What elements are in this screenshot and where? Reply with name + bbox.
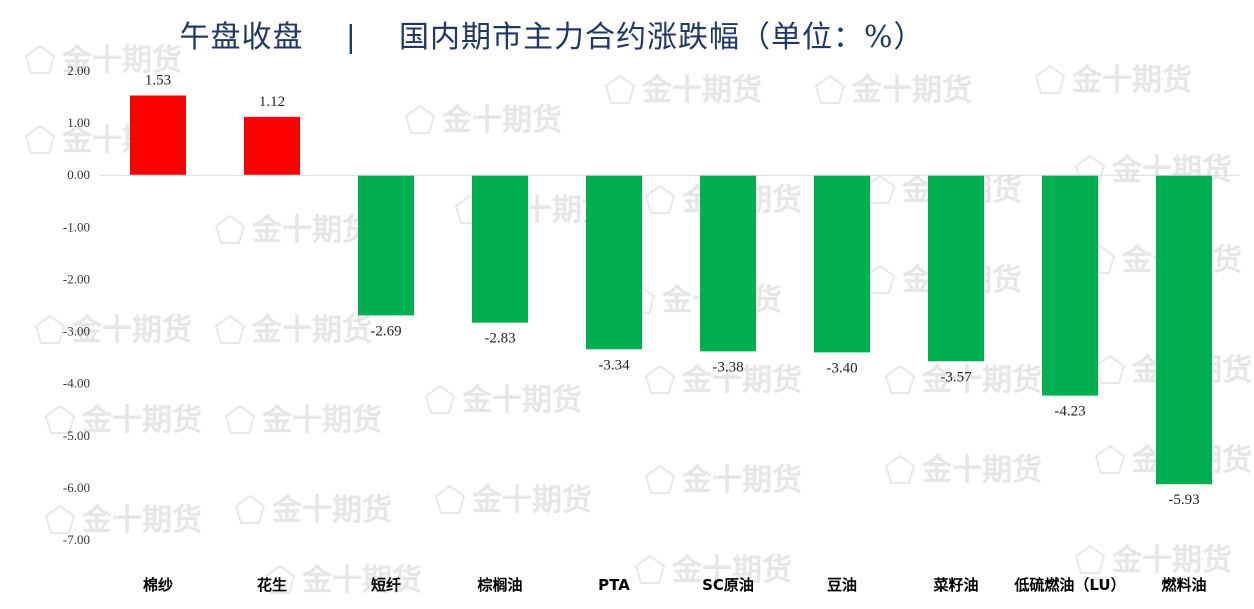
watermark-text: 金十期货 — [441, 103, 562, 138]
watermark: 金十期货 — [814, 73, 972, 108]
watermark: 金十期货 — [404, 103, 562, 138]
y-tick-label: 0.00 — [67, 167, 90, 182]
y-axis: 2.00 1.00 0.00 -1.00 -2.00 -3.00 -4.00 -5.00 -6.… — [63, 63, 90, 547]
y-tick-label: -3.00 — [63, 324, 90, 339]
data-label: -3.57 — [940, 369, 972, 385]
data-label: -3.38 — [712, 359, 743, 375]
bar — [472, 175, 528, 323]
x-axis: 棉纱 花生 短纤 棕榈油 PTA SC原油 豆油 菜籽油 低硫燃油（LU） 燃料油 — [100, 174, 1240, 594]
chart-title: 午盘收盘 | 国内期市主力合约涨跌幅（单位：%） — [0, 12, 1254, 56]
watermark: 金十期货 — [44, 403, 202, 438]
data-label: -2.69 — [370, 323, 401, 339]
watermark: 金十期货 — [34, 313, 192, 348]
watermark: 金十期货 — [234, 493, 392, 528]
bar — [130, 95, 186, 176]
x-tick-label: 短纤 — [371, 576, 401, 594]
y-tick-label: -7.00 — [63, 532, 90, 547]
y-tick-label: -1.00 — [63, 219, 90, 234]
bar — [244, 116, 300, 176]
data-label: 1.53 — [145, 72, 171, 88]
watermark-text: 金十期货 — [461, 383, 582, 418]
bar — [358, 175, 414, 316]
bar — [928, 175, 984, 362]
watermark: 金十期货 — [224, 403, 382, 438]
watermark: 金十期货 — [644, 363, 802, 398]
watermark: 金十期货 — [634, 553, 792, 588]
watermark: 金十期货 — [214, 213, 372, 248]
watermark: 金十期货 — [1034, 63, 1192, 98]
x-tick-label: 花生 — [257, 576, 287, 594]
watermark: 金十期货 — [644, 463, 802, 498]
y-tick-label: -2.00 — [63, 271, 90, 286]
watermark-text: 金十期货 — [1111, 543, 1232, 578]
watermark-text: 金十期货 — [851, 73, 972, 108]
bar — [586, 175, 642, 350]
bar — [700, 175, 756, 352]
watermark-text: 金十期货 — [71, 313, 192, 348]
x-tick-label: 低硫燃油（LU） — [1013, 576, 1125, 594]
watermark-text: 金十期货 — [81, 403, 202, 438]
x-tick-label: 棉纱 — [143, 576, 173, 594]
watermark-text: 金十期货 — [681, 463, 802, 498]
watermark-text: 金十期货 — [81, 503, 202, 538]
bar — [1042, 175, 1098, 396]
watermark-text: 金十期货 — [921, 453, 1042, 488]
watermark-text: 金十期货 — [251, 313, 372, 348]
x-tick-label: 棕榈油 — [477, 576, 522, 594]
bars — [130, 95, 1212, 485]
data-label: -4.23 — [1054, 404, 1085, 420]
x-tick-label: 燃料油 — [1161, 576, 1206, 594]
watermark: 金十期货 — [44, 503, 202, 538]
watermark-text: 金十期货 — [641, 73, 762, 108]
watermark: 金十期货 — [434, 483, 592, 518]
watermark-text: 金十期货 — [261, 403, 382, 438]
data-labels: 1.53 1.12 -2.69 -2.83 -3.34 -3.38 -3.40 -3.57 -4… — [145, 72, 1200, 508]
watermark-text: 金十期货 — [921, 363, 1042, 398]
data-label: -3.34 — [598, 357, 630, 373]
bar — [814, 175, 870, 353]
watermark-text: 金十期货 — [251, 213, 372, 248]
watermark-text: 金十期货 — [61, 43, 182, 78]
y-tick-label: -5.00 — [63, 428, 90, 443]
y-tick-label: -6.00 — [63, 480, 90, 495]
watermark: 金十期货 — [214, 313, 372, 348]
watermark: 金十期货 — [264, 563, 422, 598]
y-tick-label: 1.00 — [67, 115, 90, 130]
watermark: 金十期货 — [1074, 543, 1232, 578]
title-separator: | — [345, 20, 357, 55]
x-tick-label: 菜籽油 — [932, 576, 978, 594]
data-label: -5.93 — [1168, 492, 1199, 508]
watermark-text: 金十期货 — [681, 363, 802, 398]
bar — [1156, 175, 1212, 485]
x-tick-label: 豆油 — [827, 576, 857, 594]
data-label: -3.40 — [826, 360, 857, 376]
y-tick-label: -4.00 — [63, 376, 90, 391]
watermark-text: 金十期货 — [471, 483, 592, 518]
x-tick-label: SC原油 — [702, 576, 754, 594]
data-label: -2.83 — [484, 331, 515, 347]
title-left: 午盘收盘 — [179, 20, 304, 55]
watermark: 金十期货 — [24, 43, 182, 78]
watermark: 金十期货 — [884, 453, 1042, 488]
watermark-text: 金十期货 — [271, 493, 392, 528]
watermark: 金十期货 — [604, 73, 762, 108]
watermark: 金十期货 — [424, 383, 582, 418]
data-label: 1.12 — [259, 94, 285, 110]
watermark-text: 金十期货 — [1071, 63, 1192, 98]
x-tick-label: PTA — [598, 576, 630, 594]
watermark-text: 金十期货 — [301, 563, 422, 598]
watermark: 金十期货 — [884, 363, 1042, 398]
watermark-text: 金十期货 — [671, 553, 792, 588]
y-tick-label: 2.00 — [67, 63, 90, 78]
title-right: 国内期市主力合约涨跌幅（单位：%） — [398, 20, 925, 55]
